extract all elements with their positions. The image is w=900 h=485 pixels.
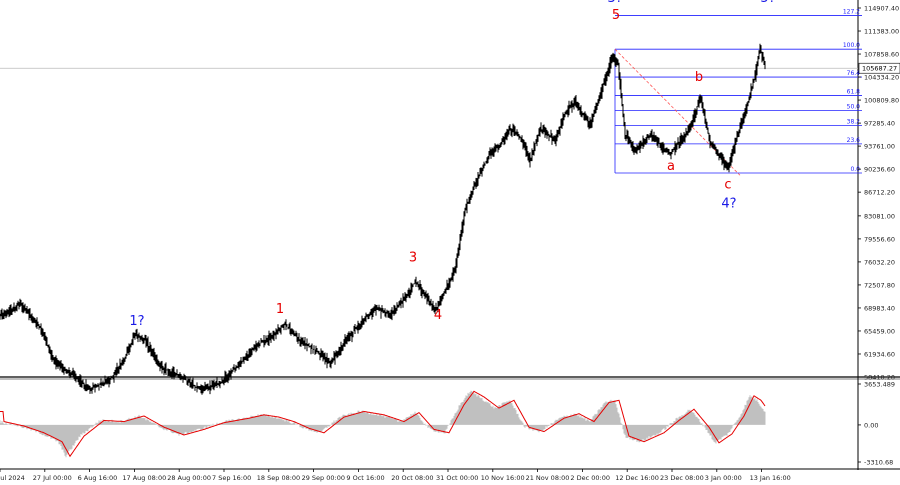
time-tick-label: 17 Aug 08:00: [122, 474, 166, 482]
time-tick-label: 13 Jan 16:00: [750, 474, 791, 482]
oscillator-signal-line: [0, 390, 766, 458]
time-tick-label: 27 Jul 00:00: [33, 474, 72, 482]
price-tick-label: 72507.80: [864, 281, 895, 289]
time-tick-label: 16 Jul 2024: [0, 474, 25, 482]
time-tick-label: 29 Sep 00:00: [302, 474, 345, 482]
wave-label: 5: [612, 8, 620, 23]
osc-tick-label: 0.00: [864, 421, 878, 429]
axes: 114907.40 111383.00 107858.60 104334.20 1008…: [0, 5, 900, 482]
price-tick-label: 68983.40: [864, 304, 895, 312]
price-tick-label: 76032.20: [864, 258, 895, 266]
time-tick-label: 12 Dec 16:00: [615, 474, 659, 482]
wave-label: 4?: [721, 196, 736, 211]
grid-layer: [0, 0, 900, 470]
price-tick-label: 97285.40: [864, 120, 895, 128]
price-tick-label: 83081.00: [864, 212, 895, 220]
fibonacci-levels: 127.2 100.0 76.4 61.8 50.0 38.2 23.6 0.0: [614, 9, 862, 176]
current-price-tag-bg: [858, 62, 900, 74]
price-tick-label: 114907.40: [864, 5, 899, 13]
fib-level-label: 38.2: [847, 119, 861, 126]
time-tick-label: 21 Nov 08:00: [526, 474, 570, 482]
price-tick-label: 65459.00: [864, 327, 895, 335]
time-tick-label: 3 Jan 00:00: [705, 474, 742, 482]
price-tick-label: 93761.00: [864, 143, 895, 151]
time-tick-label: 9 Oct 16:00: [346, 474, 384, 482]
osc-tick-label: 3653.489: [864, 381, 895, 389]
current-price-tag: 105687.27: [862, 65, 897, 73]
price-panel: [0, 43, 766, 395]
wave-label: a: [667, 159, 675, 174]
price-tick-label: 58410.20: [864, 374, 895, 382]
price-tick-label: 86712.20: [864, 189, 895, 197]
fib-level-label: 76.4: [847, 70, 861, 77]
time-tick-label: 2 Dec 00:00: [570, 474, 610, 482]
time-tick-label: 28 Aug 00:00: [167, 474, 211, 482]
wave-label: 5?: [760, 0, 775, 6]
wave-label: 3: [409, 250, 417, 265]
fib-level-label: 100.0: [843, 42, 860, 49]
fib-level-label: 61.8: [847, 88, 861, 95]
time-tick-label: 20 Oct 08:00: [391, 474, 433, 482]
time-tick-label: 10 Nov 16:00: [481, 474, 525, 482]
price-tick-label: 111383.00: [864, 28, 899, 36]
wave-label: 1: [276, 302, 284, 317]
time-tick-label: 6 Aug 16:00: [78, 474, 118, 482]
osc-tick-label: -3310.68: [864, 459, 893, 467]
price-series: [0, 43, 766, 395]
time-tick-label: 31 Oct 00:00: [436, 474, 478, 482]
fib-level-label: 0.0: [850, 166, 860, 173]
wave-label: 1?: [129, 314, 144, 329]
wave-label: b: [695, 70, 703, 85]
price-tick-label: 90236.60: [864, 166, 895, 174]
fib-level-label: 23.6: [847, 137, 861, 144]
fib-level-label: 127.2: [843, 9, 860, 16]
price-tick-label: 61934.60: [864, 350, 895, 358]
wave-label: 3?: [607, 0, 622, 6]
fib-level-label: 50.0: [847, 104, 861, 111]
price-tick-label: 79556.60: [864, 235, 895, 243]
price-tick-label: 100809.80: [864, 97, 899, 105]
oscillator-panel: [0, 390, 766, 458]
wave-label: 4: [434, 308, 442, 323]
wave-labels: 1? 1 3 4 3? 5 5? a b c 4?: [129, 0, 775, 329]
oscillator-histogram: [0, 390, 766, 458]
wave-label: c: [724, 177, 731, 192]
time-tick-label: 7 Sep 16:00: [212, 474, 251, 482]
time-tick-label: 18 Sep 08:00: [257, 474, 300, 482]
price-tick-label: 107858.60: [864, 51, 899, 59]
time-tick-label: 23 Dec 08:00: [660, 474, 704, 482]
price-tick-label: 104334.20: [864, 74, 899, 82]
